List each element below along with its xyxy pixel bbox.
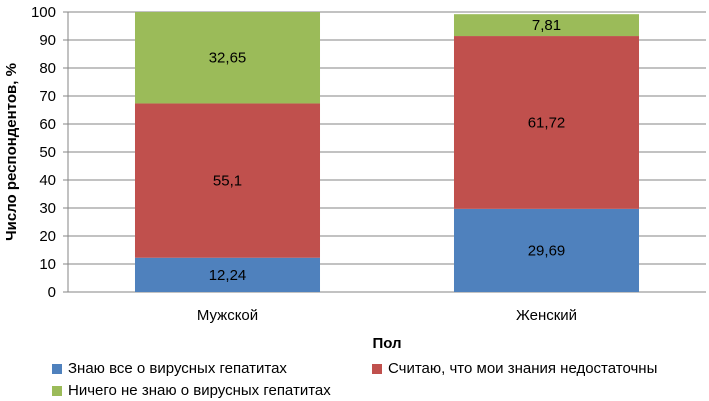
y-tick-label: 60 xyxy=(39,116,56,133)
bar-segment xyxy=(453,14,640,37)
legend-item-know-all: Знаю все о вирусных гепатитах xyxy=(52,360,287,377)
legend-swatch-red xyxy=(372,363,382,374)
data-label: 61,72 xyxy=(528,114,566,131)
bar-segment xyxy=(453,36,640,209)
y-tick-label: 80 xyxy=(39,60,56,77)
legend-item-insufficient: Считаю, что мои знания недостаточны xyxy=(372,360,657,377)
legend-label: Знаю все о вирусных гепатитах xyxy=(68,360,287,377)
legend-label: Считаю, что мои знания недостаточны xyxy=(388,360,658,377)
legend-swatch-blue xyxy=(52,363,62,374)
data-label: 55,1 xyxy=(213,173,242,190)
y-tick-label: 10 xyxy=(39,256,56,273)
bar-segment xyxy=(134,257,321,292)
legend-item-know-nothing: Ничего не знаю о вирусных гепатитах xyxy=(52,382,331,399)
data-label: 29,69 xyxy=(528,242,566,259)
legend-swatch-green xyxy=(52,385,62,396)
bar-segment xyxy=(134,12,321,104)
y-tick-label: 70 xyxy=(39,88,56,105)
bar-segment xyxy=(134,103,321,258)
y-tick-label: 30 xyxy=(39,200,56,217)
y-axis-title: Число респондентов, % xyxy=(3,63,20,241)
bar-segment xyxy=(453,208,640,292)
y-tick-label: 40 xyxy=(39,172,56,189)
x-axis-categories: Мужской Женский xyxy=(197,307,577,324)
y-tick-label: 90 xyxy=(39,32,56,49)
x-axis-title: Пол xyxy=(372,335,401,352)
data-label: 7,81 xyxy=(532,17,561,34)
y-tick-label: 50 xyxy=(39,144,56,161)
data-label: 12,24 xyxy=(209,267,247,284)
y-tick-label: 20 xyxy=(39,228,56,245)
data-label: 32,65 xyxy=(209,50,247,67)
y-tick-label: 100 xyxy=(31,4,56,21)
x-category-label: Мужской xyxy=(197,307,258,324)
legend-label: Ничего не знаю о вирусных гепатитах xyxy=(68,382,331,399)
y-axis-ticks: 0 10 20 30 40 50 60 70 80 90 100 xyxy=(31,4,68,301)
bars: 12,24 55,1 32,65 29,69 61,72 7,81 xyxy=(134,12,640,292)
x-category-label: Женский xyxy=(516,307,577,324)
y-tick-label: 0 xyxy=(48,284,56,301)
